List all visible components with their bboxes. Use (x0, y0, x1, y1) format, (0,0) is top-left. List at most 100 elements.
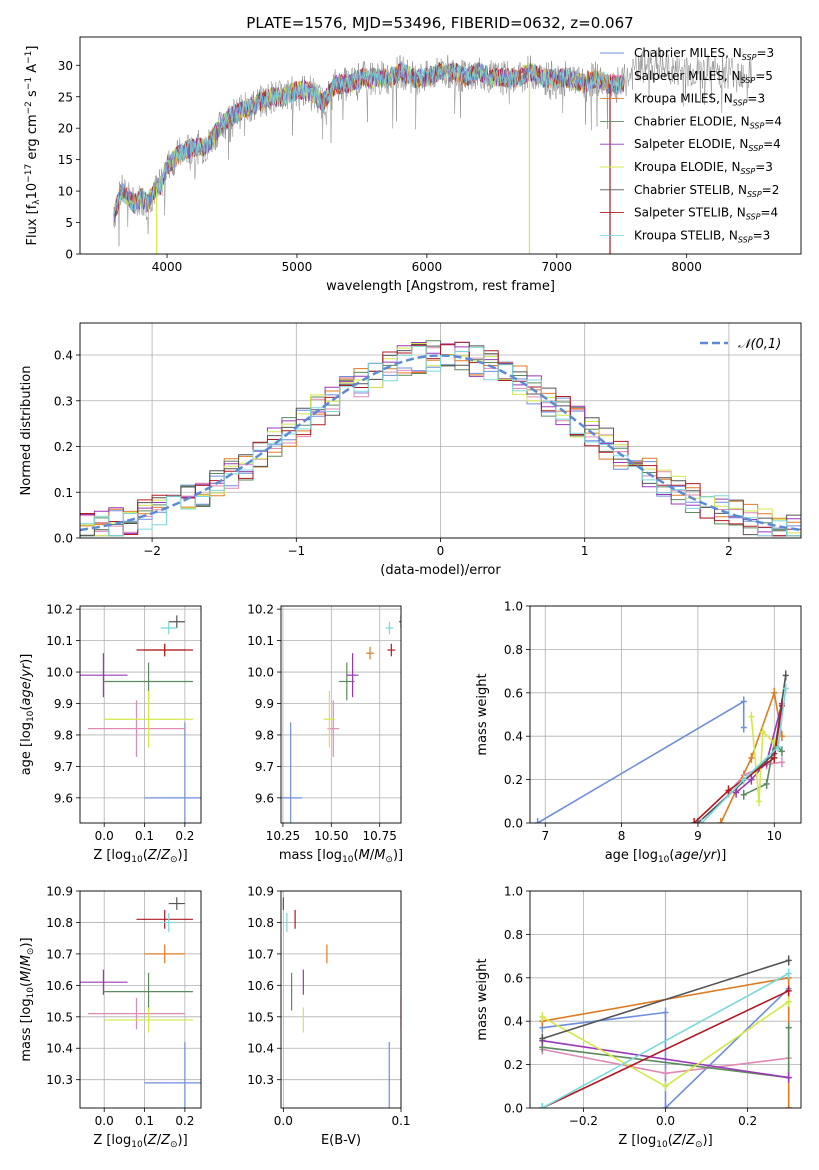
legend-label: Chabrier ELODIE, NSSP=4 (634, 114, 782, 130)
spectrum-axes: 4000 5000 6000 7000 8000 0 5 10 15 20 25 30 (58, 59, 702, 274)
x-tick-label: 7 (541, 829, 549, 843)
mass_vs_ebv-xlabel: E(B-V) (321, 1133, 361, 1148)
errorbar-kroupa-stelib (160, 913, 177, 932)
errorbar-kroupa-elodie (104, 690, 193, 748)
y-tick-label: 10.6 (247, 979, 274, 993)
y-tick-label: 10.1 (247, 634, 274, 648)
plot-frame (79, 322, 802, 539)
mass_weight_vs_age-axes: 7 8 9 10 0.0 0.2 0.4 0.6 0.8 1.0 (504, 600, 801, 843)
mass_weight_vs_age-xlabel: age [log10(age/yr)] (605, 848, 727, 865)
y-tick-label: 10.8 (46, 916, 73, 930)
x-tick-label: 2 (725, 544, 733, 558)
series-kroupa-stelib (539, 968, 792, 1108)
legend-label: Salpeter STELIB, NSSP=4 (634, 206, 778, 222)
x-tick-label: 0.0 (95, 829, 114, 843)
legend-label: Kroupa ELODIE, NSSP=3 (634, 160, 773, 176)
figure-title: PLATE=1576, MJD=53496, FIBERID=0632, z=0… (246, 14, 633, 32)
y-tick-label: 5 (65, 216, 73, 230)
y-tick-label: 10.6 (46, 979, 73, 993)
y-tick-label: 10.7 (247, 947, 274, 961)
x-tick-label: 1 (581, 544, 589, 558)
x-tick-label: 10.25 (266, 829, 300, 843)
errorbar-salpeter-stelib (387, 643, 396, 657)
errorbar-kroupa-elodie (104, 1007, 193, 1033)
mass_vs_Z-axes: 0.0 0.1 0.2 10.3 10.4 10.5 10.6 10.7 10.8 10.9 (46, 885, 201, 1128)
spectrum-model-kroupa-stelib (113, 62, 625, 215)
y-tick-label: 9.6 (255, 791, 274, 805)
plot-frame (79, 890, 202, 1109)
errorbar-chabrier-stelib (399, 615, 401, 629)
y-tick-label: 1.0 (504, 885, 523, 899)
y-tick-label: 10.0 (247, 666, 274, 680)
legend-label: Salpeter MILES, NSSP=5 (634, 69, 773, 85)
age_vs_Z-xlabel: Z [log10(Z/Z⊙)] (93, 848, 187, 865)
mass_vs_ebv-points (282, 897, 401, 1108)
mass_vs_Z-points (80, 897, 201, 1108)
y-tick-label: 0.4 (54, 349, 73, 363)
y-tick-label: 9.9 (255, 697, 274, 711)
series-chabrier-stelib (539, 955, 792, 1044)
errorbar-chabrier-stelib (168, 615, 185, 629)
x-tick-label: 7000 (541, 260, 572, 274)
errorbar-chabrier-stelib (168, 897, 185, 910)
y-tick-label: 10.4 (247, 1042, 274, 1056)
x-tick-label: 0.2 (175, 829, 194, 843)
x-tick-label: 8000 (671, 260, 702, 274)
x-tick-label: 4000 (152, 260, 183, 274)
spectrum-legend: Chabrier MILES, NSSP=3 Salpeter MILES, NS… (600, 46, 782, 244)
y-tick-label: 0.0 (504, 817, 523, 831)
residuals-ylabel: Normed distribution (19, 366, 34, 496)
errorbar-chabrier-miles (144, 722, 201, 823)
y-tick-label: 10.5 (46, 1010, 73, 1024)
y-tick-label: 0.3 (54, 394, 73, 408)
errorbar-salpeter-elodie (346, 653, 359, 698)
normal-curve (80, 354, 801, 532)
residual-histograms (80, 340, 801, 537)
legend-label: Salpeter ELODIE, NSSP=4 (634, 137, 781, 153)
errorbar-salpeter-stelib (136, 643, 193, 657)
errorbar-chabrier-miles (281, 722, 303, 823)
y-tick-label: 10.1 (46, 634, 73, 648)
mass_weight_vs_age-lines (534, 670, 789, 823)
y-tick-label: 10.2 (46, 603, 73, 617)
y-tick-label: 9.8 (255, 728, 274, 742)
errorbar-salpeter-elodie (80, 969, 128, 995)
plot-frame (280, 890, 402, 1109)
y-tick-label: 10.8 (247, 916, 274, 930)
y-tick-label: 25 (58, 90, 73, 104)
age_vs_Z-ylabel: age [log10(age/yr)] (19, 654, 36, 776)
x-tick-label: 0 (437, 544, 445, 558)
age_vs_Z-axes: 0.0 0.1 0.2 9.6 9.7 9.8 9.9 10.0 10.1 10.2 (46, 603, 201, 843)
y-tick-label: 10.9 (46, 885, 73, 899)
y-tick-label: 0.4 (504, 1015, 523, 1029)
plot-frame (529, 605, 802, 824)
errorbar-salpeter-elodie (80, 653, 128, 698)
x-tick-label: 8 (618, 829, 626, 843)
mass_weight_vs_Z-lines (539, 955, 792, 1108)
mass_vs_Z-xlabel: Z [log10(Z/Z⊙)] (93, 1133, 187, 1150)
errorbar-kroupa-miles (366, 646, 374, 660)
mass_weight_vs_Z-ylabel: mass weight (475, 958, 490, 1040)
histogram-salpeter-stelib (80, 341, 801, 537)
age_vs_mass-axes: 10.25 10.50 10.75 9.6 9.7 9.8 9.9 10.0 10.1 10.2 (247, 603, 401, 843)
y-tick-label: 10 (58, 185, 73, 199)
residuals-xlabel: (data-model)/error (380, 563, 501, 578)
y-tick-label: 0.6 (504, 971, 523, 985)
y-tick-label: 10.4 (46, 1042, 73, 1056)
y-tick-label: 10.7 (46, 947, 73, 961)
x-tick-label: 0.1 (391, 1114, 410, 1128)
errorbar-salpeter-miles (88, 700, 185, 757)
y-tick-label: 10.2 (247, 603, 274, 617)
y-tick-label: 0.8 (504, 643, 523, 657)
mass_weight_vs_age-ylabel: mass weight (475, 673, 490, 755)
y-tick-label: 15 (58, 153, 73, 167)
errorbar-salpeter-miles (88, 997, 185, 1030)
plot-frame (79, 36, 802, 255)
y-tick-label: 9.6 (54, 791, 73, 805)
spectrum-ylabel: Flux [fλ10−17 erg cm−2 s−1 A−1] (24, 46, 42, 246)
x-tick-label: 0.2 (738, 1114, 757, 1128)
y-tick-label: 0.2 (504, 773, 523, 787)
series-chabrier-miles (534, 696, 747, 823)
y-tick-label: 0.1 (54, 486, 73, 500)
